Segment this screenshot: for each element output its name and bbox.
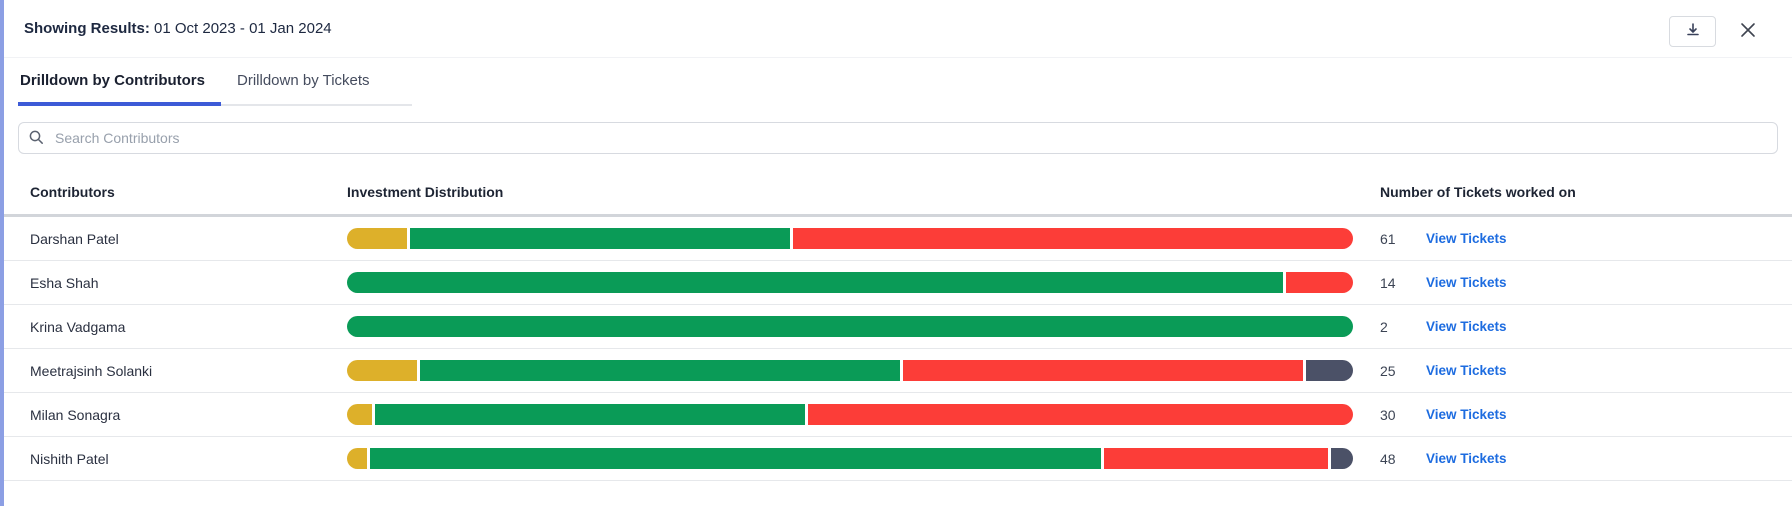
bar-segment-yellow [347, 228, 408, 249]
ticket-meta-cell: 2 View Tickets [1380, 319, 1792, 335]
bar-segment-red [789, 228, 1353, 249]
bar-segment-green [407, 228, 790, 249]
ticket-meta-cell: 48 View Tickets [1380, 451, 1792, 467]
contributor-name: Esha Shah [30, 274, 99, 291]
ticket-meta-cell: 14 View Tickets [1380, 275, 1792, 291]
contributor-name: Krina Vadgama [30, 318, 126, 335]
ticket-count: 2 [1380, 318, 1388, 335]
column-header-contributors: Contributors [30, 184, 115, 200]
ticket-count: 48 [1380, 450, 1396, 467]
bar-segment-slate [1302, 360, 1353, 381]
results-summary: Showing Results: 01 Oct 2023 - 01 Jan 20… [24, 16, 332, 37]
contributor-rows: Darshan Patel 61 View Tickets Esha Shah … [0, 217, 1792, 481]
ticket-meta-cell: 61 View Tickets [1380, 231, 1792, 247]
tab-drilldown-by-contributors[interactable]: Drilldown by Contributors [18, 72, 221, 106]
investment-bar [347, 360, 1353, 381]
ticket-count: 61 [1380, 230, 1396, 247]
bar-segment-green [347, 272, 1283, 293]
search-input[interactable] [18, 122, 1778, 154]
contributor-name: Nishith Patel [30, 450, 109, 467]
investment-bar [347, 228, 1353, 249]
ticket-meta-cell: 30 View Tickets [1380, 407, 1792, 423]
bar-segment-yellow [347, 404, 373, 425]
ticket-count: 25 [1380, 362, 1396, 379]
investment-bar-cell [347, 316, 1380, 337]
table-row: Darshan Patel 61 View Tickets [0, 217, 1792, 261]
view-tickets-link[interactable]: View Tickets [1426, 363, 1507, 378]
ticket-count: 30 [1380, 406, 1396, 423]
bar-segment-green [372, 404, 805, 425]
view-tickets-link[interactable]: View Tickets [1426, 407, 1507, 422]
investment-bar-cell [347, 272, 1380, 293]
search-bar [18, 122, 1778, 154]
investment-bar [347, 448, 1353, 469]
bar-segment-red [1101, 448, 1328, 469]
bar-segment-red [900, 360, 1303, 381]
left-accent-stripe [0, 0, 4, 506]
column-header-investment-distribution: Investment Distribution [347, 184, 504, 200]
close-button[interactable] [1736, 20, 1760, 44]
bar-segment-red [804, 404, 1353, 425]
view-tickets-link[interactable]: View Tickets [1426, 275, 1507, 290]
table-row: Esha Shah 14 View Tickets [0, 261, 1792, 305]
bar-segment-green [367, 448, 1102, 469]
table-row: Meetrajsinh Solanki 25 View Tickets [0, 349, 1792, 393]
column-header-number-of-tickets: Number of Tickets worked on [1380, 184, 1576, 200]
download-icon [1685, 22, 1701, 41]
bar-segment-yellow [347, 360, 418, 381]
bar-segment-slate [1327, 448, 1353, 469]
tab-drilldown-by-tickets[interactable]: Drilldown by Tickets [221, 72, 412, 106]
investment-bar [347, 404, 1353, 425]
contributor-name: Meetrajsinh Solanki [30, 362, 153, 379]
view-tickets-link[interactable]: View Tickets [1426, 451, 1507, 466]
table-row: Nishith Patel 48 View Tickets [0, 437, 1792, 481]
investment-bar [347, 316, 1353, 337]
search-icon [28, 129, 45, 151]
table-header: Contributors Investment Distribution Num… [0, 184, 1792, 214]
investment-bar-cell [347, 360, 1380, 381]
bar-segment-green [347, 316, 1353, 337]
bar-segment-yellow [347, 448, 368, 469]
table-row: Krina Vadgama 2 View Tickets [0, 305, 1792, 349]
table-header-divider [0, 214, 1792, 217]
table-row: Milan Sonagra 30 View Tickets [0, 393, 1792, 437]
results-label: Showing Results: [24, 20, 150, 37]
close-icon [1739, 21, 1757, 42]
investment-bar-cell [347, 228, 1380, 249]
download-button[interactable] [1669, 16, 1716, 47]
investment-bar [347, 272, 1353, 293]
results-header: Showing Results: 01 Oct 2023 - 01 Jan 20… [0, 0, 1792, 58]
view-tickets-link[interactable]: View Tickets [1426, 319, 1507, 334]
bar-segment-green [417, 360, 901, 381]
header-actions [1669, 16, 1768, 47]
ticket-meta-cell: 25 View Tickets [1380, 363, 1792, 379]
view-tickets-link[interactable]: View Tickets [1426, 231, 1507, 246]
results-date-range: 01 Oct 2023 - 01 Jan 2024 [154, 20, 332, 37]
ticket-count: 14 [1380, 274, 1396, 291]
contributor-name: Darshan Patel [30, 230, 119, 247]
drilldown-tabs: Drilldown by Contributors Drilldown by T… [18, 72, 445, 106]
investment-bar-cell [347, 448, 1380, 469]
bar-segment-red [1282, 272, 1353, 293]
contributor-name: Milan Sonagra [30, 406, 121, 423]
investment-bar-cell [347, 404, 1380, 425]
